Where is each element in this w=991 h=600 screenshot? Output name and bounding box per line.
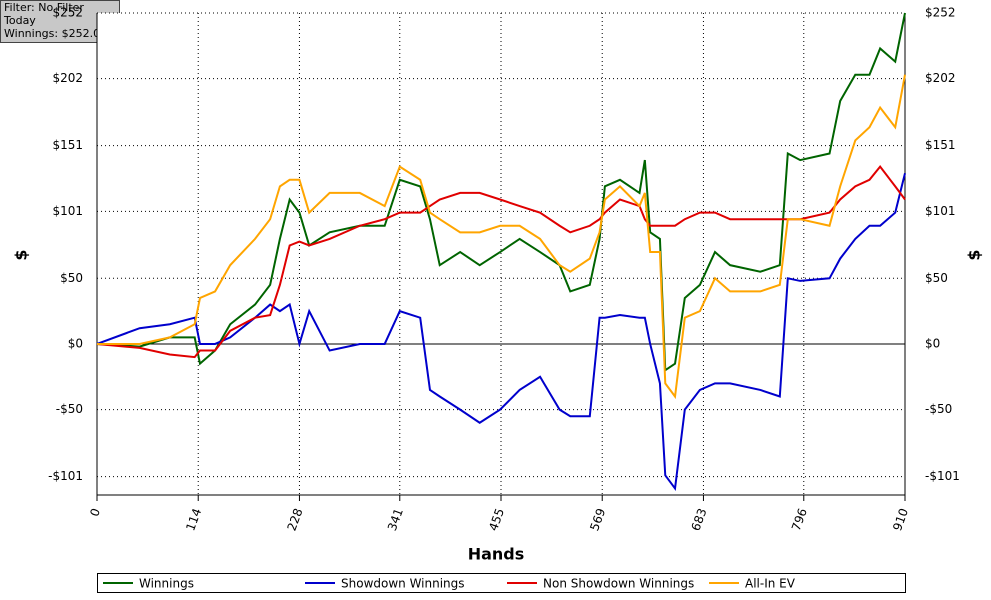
y-tick-label: $101 — [52, 204, 83, 218]
y-tick-label-right: $252 — [925, 6, 956, 20]
info-line: Filter: No Filter — [4, 1, 84, 14]
y-tick-label: $0 — [68, 336, 83, 350]
y-tick-label: -$50 — [56, 402, 83, 416]
info-line: Today — [3, 14, 36, 27]
y-tick-label: $202 — [52, 71, 83, 85]
series-line — [96, 165, 906, 359]
legend-label: All-In EV — [745, 577, 796, 591]
x-tick-label: 0 — [87, 506, 103, 518]
y-tick-label-right: $101 — [925, 204, 956, 218]
legend-frame — [97, 573, 906, 593]
y-tick-label: $50 — [60, 271, 83, 285]
y-tick-label-right: $0 — [925, 336, 940, 350]
y-tick-label-right: -$101 — [925, 469, 960, 483]
legend-label: Showdown Winnings — [341, 577, 465, 591]
y-tick-label-right: $50 — [925, 271, 948, 285]
series-line — [96, 12, 906, 373]
legend-label: Non Showdown Winnings — [543, 577, 694, 591]
y-tick-label: $151 — [52, 138, 83, 152]
y-tick-label: $252 — [52, 6, 83, 20]
y-tick-label-right: -$50 — [925, 402, 952, 416]
y-axis-label-right: $ — [965, 249, 984, 260]
y-tick-label: -$101 — [48, 469, 83, 483]
x-axis-label: Hands — [468, 545, 525, 564]
info-line: Winnings: $252.04 — [4, 27, 107, 40]
y-tick-label-right: $202 — [925, 71, 956, 85]
series-line — [96, 172, 906, 492]
y-tick-label-right: $151 — [925, 138, 956, 152]
series-line — [97, 74, 906, 400]
legend-label: Winnings — [139, 577, 194, 591]
y-axis-label: $ — [12, 249, 31, 260]
